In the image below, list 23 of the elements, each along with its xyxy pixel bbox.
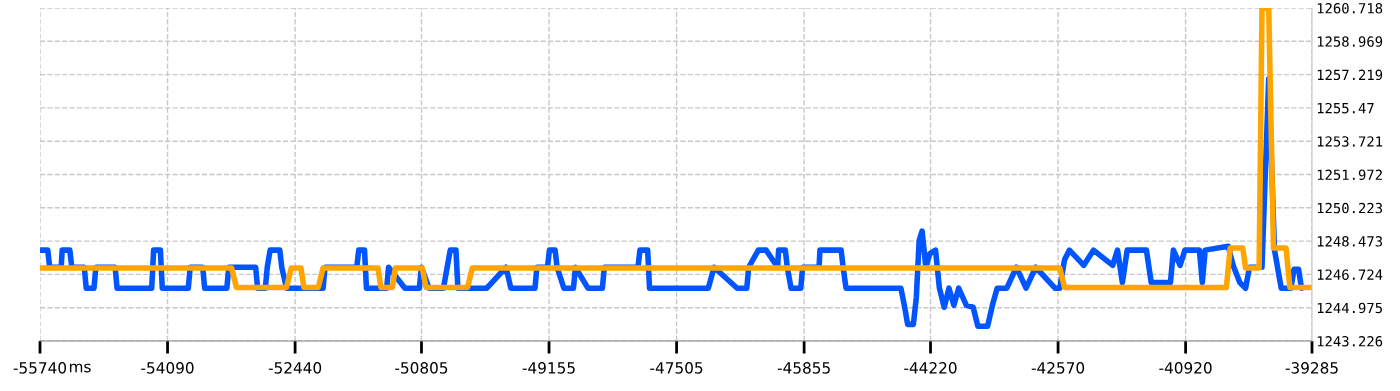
x-tick-label: -49155 — [522, 362, 575, 374]
y-tick-label: 1248.473 — [1317, 236, 1383, 247]
x-tick-label: -39285 — [1285, 362, 1338, 374]
y-tick-label: 1250.223 — [1317, 202, 1383, 214]
y-tick-label: 1244.975 — [1317, 302, 1382, 314]
x-tick-label: -50805 — [395, 362, 448, 374]
x-tick-label: -47505 — [650, 362, 703, 374]
y-tick-label: 1258.969 — [1317, 36, 1383, 47]
x-tick-label: -52440 — [268, 362, 322, 374]
y-tick-label: 1260.718 — [1317, 3, 1383, 14]
x-tick-label: -40920 — [1159, 362, 1212, 374]
y-tick-label: 1257.219 — [1317, 69, 1383, 81]
x-tick-label: -45855 — [777, 362, 830, 374]
x-axis-title: ms — [69, 363, 91, 373]
y-tick-label: 1246.724 — [1317, 269, 1383, 280]
y-tick-label: 1251.972 — [1317, 169, 1382, 181]
y-tick-label: 1253.721 — [1317, 136, 1383, 147]
y-tick-label: 1255.47 — [1317, 102, 1374, 114]
x-tick-label: -54090 — [141, 362, 194, 374]
y-tick-label: 1243.226 — [1317, 336, 1383, 347]
x-tick-label: -55740 — [13, 362, 67, 374]
x-tick-label: -44220 — [904, 362, 957, 374]
x-tick-label: -42570 — [1031, 362, 1085, 374]
